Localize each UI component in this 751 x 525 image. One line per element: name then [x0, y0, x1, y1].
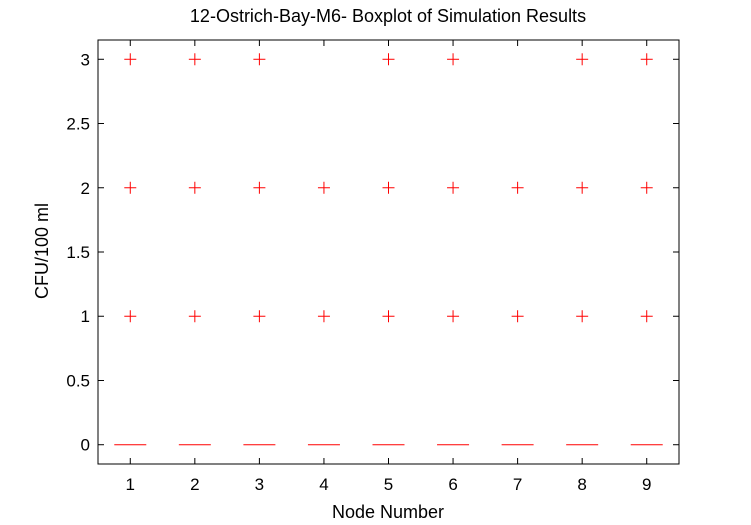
- y-tick-label: 0.5: [66, 371, 90, 390]
- chart-title: 12-Ostrich-Bay-M6- Boxplot of Simulation…: [190, 6, 586, 26]
- x-tick-label: 2: [190, 475, 199, 494]
- y-tick-label: 1: [81, 307, 90, 326]
- plot-area: 0 0.5 1 1.5 2 2.5 3 1 2 3 4 5 6 7 8 9: [66, 39, 680, 494]
- y-tick-label: 2: [81, 179, 90, 198]
- plot-frame: [97, 39, 680, 465]
- y-tick-label: 3: [81, 50, 90, 69]
- x-tick-label: 5: [384, 475, 393, 494]
- x-tick-label: 7: [513, 475, 522, 494]
- y-tick-label: 1.5: [66, 243, 90, 262]
- x-tick-label: 4: [319, 475, 328, 494]
- y-tick-label: 2.5: [66, 115, 90, 134]
- y-tick-label: 0: [81, 436, 90, 455]
- x-axis-label: Node Number: [332, 502, 444, 522]
- x-tick-label: 1: [126, 475, 135, 494]
- x-tick-label: 6: [448, 475, 457, 494]
- x-tick-label: 8: [577, 475, 586, 494]
- x-tick-label: 9: [642, 475, 651, 494]
- x-tick-label: 3: [255, 475, 264, 494]
- y-axis-label: CFU/100 ml: [32, 203, 52, 299]
